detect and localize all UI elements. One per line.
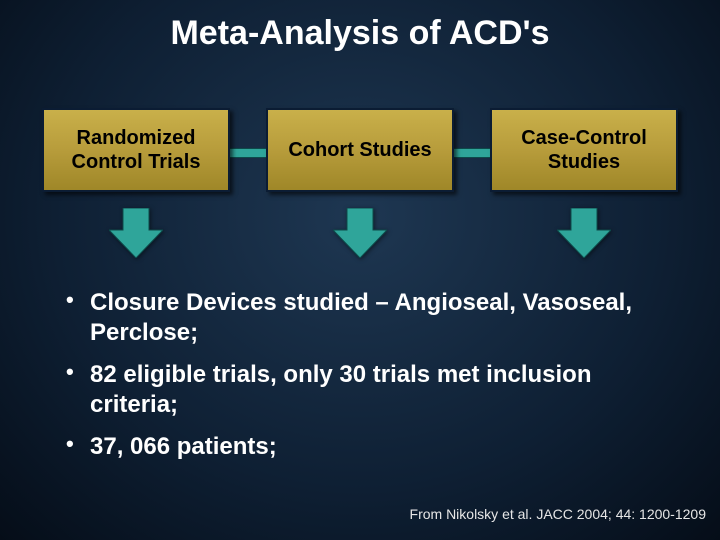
arrow-down-2 xyxy=(333,208,387,258)
bullet-item: 37, 066 patients; xyxy=(64,432,672,462)
bullet-item: 82 eligible trials, only 30 trials met i… xyxy=(64,360,672,420)
arrow-down-1 xyxy=(109,208,163,258)
bullet-item: Closure Devices studied – Angioseal, Vas… xyxy=(64,288,672,348)
box-randomized-control-trials: Randomized Control Trials xyxy=(42,108,230,192)
citation-text: From Nikolsky et al. JACC 2004; 44: 1200… xyxy=(410,506,706,522)
box-label: Randomized Control Trials xyxy=(50,126,222,174)
bullet-list: Closure Devices studied – Angioseal, Vas… xyxy=(64,288,672,474)
arrow-down-3 xyxy=(557,208,611,258)
page-title: Meta-Analysis of ACD's xyxy=(0,0,720,53)
box-case-control-studies: Case-Control Studies xyxy=(490,108,678,192)
study-boxes-row: Randomized Control Trials Cohort Studies… xyxy=(42,108,678,192)
box-label: Case-Control Studies xyxy=(498,126,670,174)
box-cohort-studies: Cohort Studies xyxy=(266,108,454,192)
box-label: Cohort Studies xyxy=(288,138,431,162)
